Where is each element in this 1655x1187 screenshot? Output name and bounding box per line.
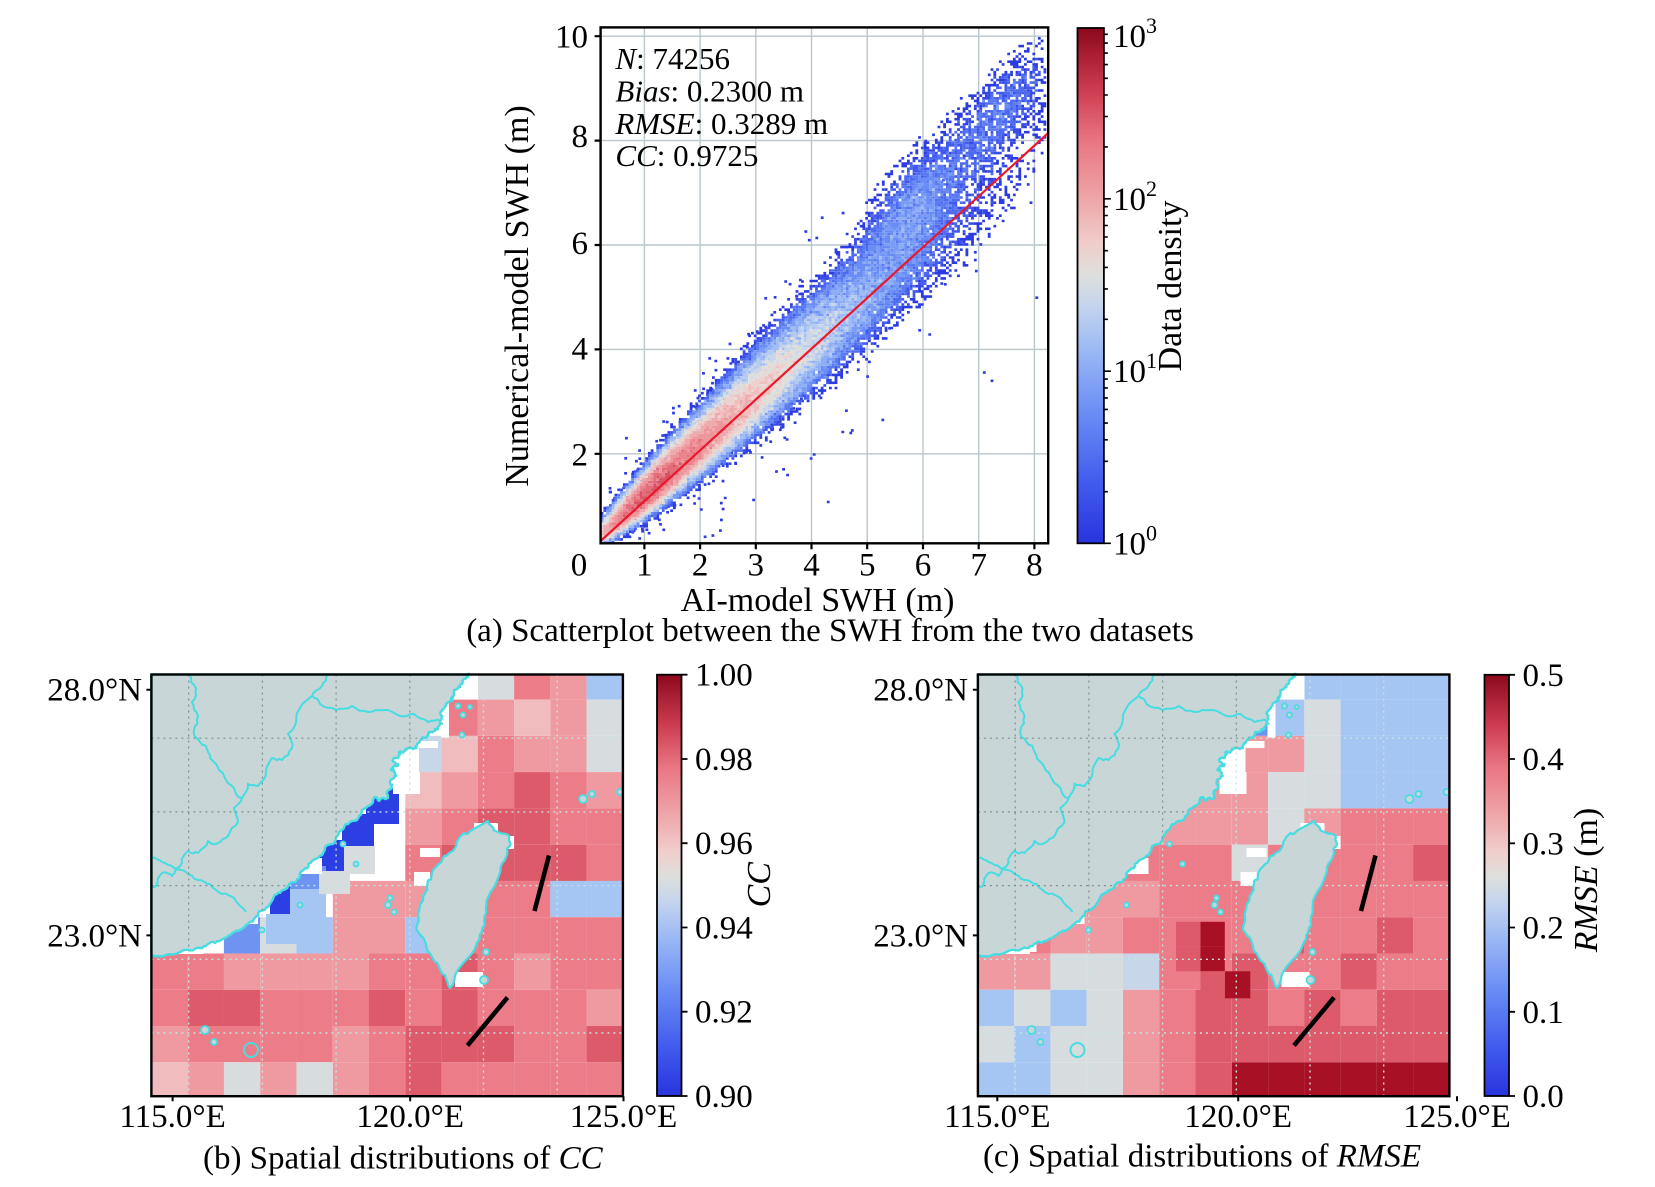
svg-text:23.0°N: 23.0°N bbox=[873, 918, 968, 954]
svg-text:120.0°E: 120.0°E bbox=[1184, 1099, 1292, 1135]
svg-text:125.0°E: 125.0°E bbox=[1403, 1099, 1511, 1135]
svg-text:1.00: 1.00 bbox=[695, 658, 753, 694]
svg-text:4: 4 bbox=[572, 331, 589, 367]
svg-text:8: 8 bbox=[1026, 548, 1043, 584]
svg-text:5: 5 bbox=[859, 548, 876, 584]
svg-text:0.94: 0.94 bbox=[695, 911, 753, 947]
svg-text:2: 2 bbox=[572, 437, 589, 473]
svg-text:RMSE: 0.3289 m: RMSE: 0.3289 m bbox=[614, 106, 828, 141]
svg-text:28.0°N: 28.0°N bbox=[873, 673, 968, 709]
svg-text:2: 2 bbox=[692, 548, 709, 584]
svg-text:0.1: 0.1 bbox=[1523, 995, 1564, 1031]
svg-text:0.2: 0.2 bbox=[1523, 911, 1564, 947]
svg-text:3: 3 bbox=[748, 548, 765, 584]
svg-text:125.0°E: 125.0°E bbox=[570, 1099, 678, 1135]
svg-text:(c) Spatial distributions of R: (c) Spatial distributions of RMSE bbox=[983, 1139, 1421, 1175]
svg-text:0: 0 bbox=[571, 548, 588, 584]
svg-text:1: 1 bbox=[636, 548, 653, 584]
svg-text:0.3: 0.3 bbox=[1523, 826, 1564, 862]
svg-text:0.90: 0.90 bbox=[695, 1079, 753, 1115]
svg-text:RMSE (m): RMSE (m) bbox=[1568, 808, 1605, 953]
svg-text:N: 74256: N: 74256 bbox=[614, 41, 730, 76]
svg-text:4: 4 bbox=[803, 548, 820, 584]
svg-text:AI-model SWH (m): AI-model SWH (m) bbox=[681, 582, 955, 619]
svg-text:28.0°N: 28.0°N bbox=[47, 673, 142, 709]
svg-text:Data density: Data density bbox=[1152, 201, 1189, 372]
svg-text:CC: CC bbox=[741, 862, 778, 908]
svg-text:6: 6 bbox=[572, 226, 589, 262]
svg-text:10: 10 bbox=[555, 20, 588, 56]
svg-text:0.4: 0.4 bbox=[1523, 742, 1564, 778]
svg-text:0.96: 0.96 bbox=[695, 826, 753, 862]
svg-text:CC: 0.9725: CC: 0.9725 bbox=[615, 138, 758, 173]
svg-text:8: 8 bbox=[572, 119, 589, 155]
svg-text:7: 7 bbox=[970, 548, 987, 584]
svg-text:(a) Scatterplot between the SW: (a) Scatterplot between the SWH from the… bbox=[466, 613, 1194, 649]
svg-text:0.5: 0.5 bbox=[1523, 658, 1564, 694]
svg-text:115.0°E: 115.0°E bbox=[944, 1099, 1050, 1135]
svg-text:0.92: 0.92 bbox=[695, 995, 753, 1031]
svg-text:Bias: 0.2300 m: Bias: 0.2300 m bbox=[615, 73, 804, 108]
svg-text:120.0°E: 120.0°E bbox=[356, 1099, 464, 1135]
svg-text:115.0°E: 115.0°E bbox=[119, 1099, 225, 1135]
svg-text:Numerical-model SWH (m): Numerical-model SWH (m) bbox=[499, 105, 536, 486]
svg-text:0.0: 0.0 bbox=[1523, 1079, 1564, 1115]
svg-text:(b) Spatial distributions of C: (b) Spatial distributions of CC bbox=[203, 1141, 604, 1177]
svg-text:0.98: 0.98 bbox=[695, 742, 753, 778]
svg-text:23.0°N: 23.0°N bbox=[47, 918, 142, 954]
svg-text:6: 6 bbox=[915, 548, 932, 584]
